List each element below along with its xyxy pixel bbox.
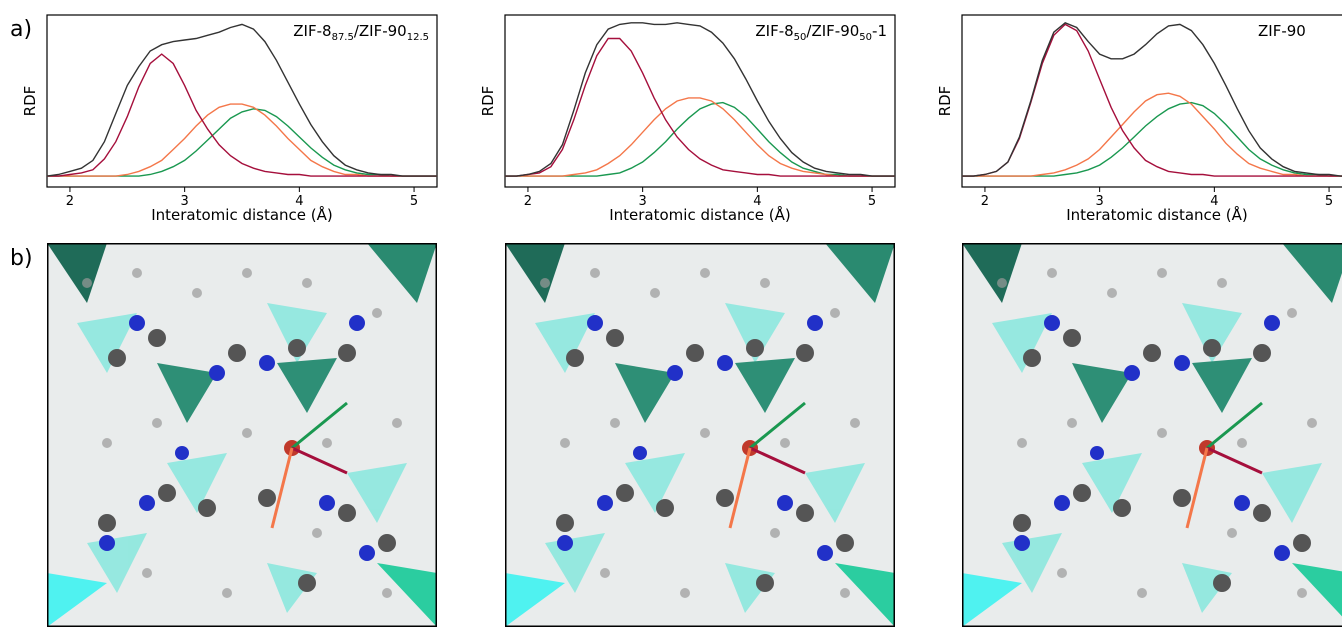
chart-title: ZIF-850/ZIF-9050-1 — [755, 22, 887, 43]
x-tick-label: 3 — [1096, 194, 1104, 209]
title-part: ZIF-8 — [755, 22, 793, 40]
x-axis-label: Interatomic distance (Å) — [1066, 205, 1248, 224]
title-part: -1 — [872, 22, 887, 40]
structure-image — [505, 243, 895, 627]
title-part: 50 — [794, 32, 807, 43]
panel-label: a) — [10, 17, 32, 42]
rdf-line — [47, 53, 437, 177]
x-tick-label: 2 — [524, 194, 532, 209]
structure-image — [47, 243, 437, 627]
rdf-line — [962, 21, 1342, 177]
x-axis-label: Interatomic distance (Å) — [609, 205, 791, 224]
structure-image — [962, 243, 1342, 627]
rdf-line — [505, 37, 895, 177]
rdf-line — [47, 108, 437, 177]
x-tick-label: 4 — [1210, 194, 1218, 209]
x-axis-label: Interatomic distance (Å) — [151, 205, 333, 224]
x-tick-label: 4 — [295, 194, 303, 209]
x-tick-label: 5 — [1325, 194, 1333, 209]
title-part: /ZIF-90 — [806, 22, 859, 40]
x-tick-label: 4 — [753, 194, 761, 209]
rdf-line — [46, 23, 437, 177]
x-tick-label: 5 — [410, 194, 418, 209]
panel-label: b) — [10, 246, 33, 271]
plot-frame — [961, 14, 1342, 188]
x-tick-label: 3 — [181, 194, 189, 209]
y-axis-label: RDF — [479, 86, 497, 117]
x-tick-label: 2 — [981, 194, 989, 209]
title-part: 12.5 — [407, 32, 429, 43]
plot-frame — [504, 14, 896, 188]
chart-title: ZIF-90 — [1258, 22, 1306, 40]
rdf-line — [962, 23, 1342, 177]
title-part: ZIF-8 — [293, 22, 331, 40]
x-tick-label: 3 — [639, 194, 647, 209]
x-tick-label: 2 — [66, 194, 74, 209]
y-axis-label: RDF — [21, 86, 39, 117]
title-part: ZIF-90 — [1258, 22, 1306, 40]
rdf-line — [505, 97, 895, 177]
x-tick-label: 5 — [868, 194, 876, 209]
title-part: 50 — [859, 32, 872, 43]
rdf-line — [505, 22, 895, 177]
rdf-line — [962, 92, 1342, 177]
title-part: /ZIF-90 — [354, 22, 407, 40]
plot-frame — [46, 14, 438, 188]
chart-title: ZIF-887.5/ZIF-9012.5 — [293, 22, 429, 43]
y-axis-label: RDF — [936, 86, 954, 117]
title-part: 87.5 — [332, 32, 354, 43]
